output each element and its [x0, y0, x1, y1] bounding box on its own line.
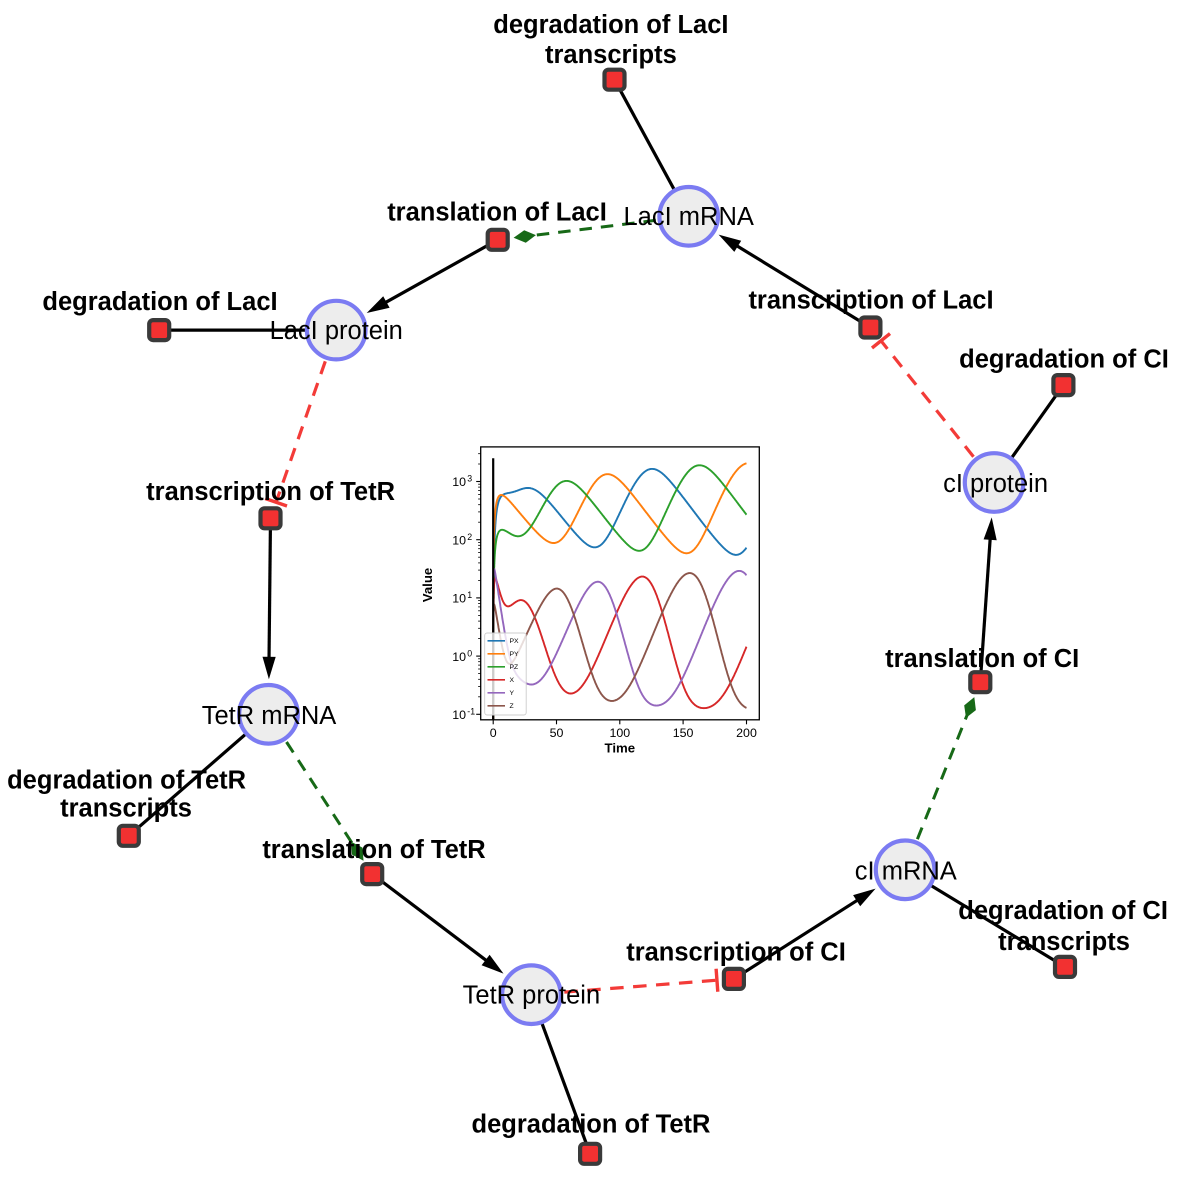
- svg-text:translation of CI: translation of CI: [885, 645, 1079, 673]
- svg-text:3: 3: [467, 474, 472, 484]
- svg-text:transcripts: transcripts: [60, 794, 192, 822]
- svg-text:Time: Time: [605, 740, 636, 755]
- svg-text:transcription of TetR: transcription of TetR: [146, 478, 395, 506]
- svg-text:transcription of LacI: transcription of LacI: [748, 286, 993, 314]
- svg-text:translation of TetR: translation of TetR: [262, 836, 485, 864]
- svg-text:transcription of CI: transcription of CI: [626, 939, 846, 967]
- svg-text:200: 200: [736, 726, 757, 740]
- svg-text:1: 1: [467, 590, 472, 600]
- svg-text:X: X: [510, 677, 515, 684]
- svg-text:10: 10: [452, 708, 466, 722]
- svg-text:transcripts: transcripts: [545, 41, 677, 69]
- svg-text:PZ: PZ: [510, 664, 519, 671]
- svg-text:50: 50: [550, 726, 564, 740]
- svg-text:Z: Z: [510, 703, 514, 710]
- svg-text:cI protein: cI protein: [943, 470, 1048, 498]
- svg-text:translation of LacI: translation of LacI: [387, 198, 607, 226]
- svg-text:PY: PY: [510, 651, 520, 658]
- svg-text:transcripts: transcripts: [998, 928, 1130, 956]
- svg-text:TetR mRNA: TetR mRNA: [202, 702, 337, 730]
- svg-text:10: 10: [452, 475, 466, 489]
- svg-text:degradation of CI: degradation of CI: [958, 897, 1168, 925]
- svg-text:LacI mRNA: LacI mRNA: [624, 203, 754, 231]
- svg-text:2: 2: [467, 532, 472, 542]
- svg-text:TetR protein: TetR protein: [463, 982, 601, 1010]
- svg-text:-1: -1: [467, 707, 475, 717]
- svg-text:Value: Value: [420, 568, 435, 602]
- svg-text:0: 0: [490, 726, 497, 740]
- svg-text:100: 100: [609, 726, 630, 740]
- svg-text:LacI protein: LacI protein: [270, 317, 403, 345]
- svg-text:10: 10: [452, 650, 466, 664]
- svg-text:10: 10: [452, 592, 466, 606]
- svg-text:degradation of LacI: degradation of LacI: [493, 11, 728, 39]
- svg-text:10: 10: [452, 533, 466, 547]
- svg-text:PX: PX: [510, 638, 520, 645]
- svg-text:degradation of LacI: degradation of LacI: [42, 288, 277, 316]
- svg-text:cI mRNA: cI mRNA: [855, 857, 957, 885]
- svg-text:degradation of TetR: degradation of TetR: [7, 767, 246, 795]
- svg-text:150: 150: [673, 726, 694, 740]
- svg-text:degradation of TetR: degradation of TetR: [472, 1111, 711, 1139]
- svg-text:0: 0: [467, 648, 472, 658]
- svg-text:Y: Y: [510, 690, 515, 697]
- svg-text:degradation of CI: degradation of CI: [959, 346, 1169, 374]
